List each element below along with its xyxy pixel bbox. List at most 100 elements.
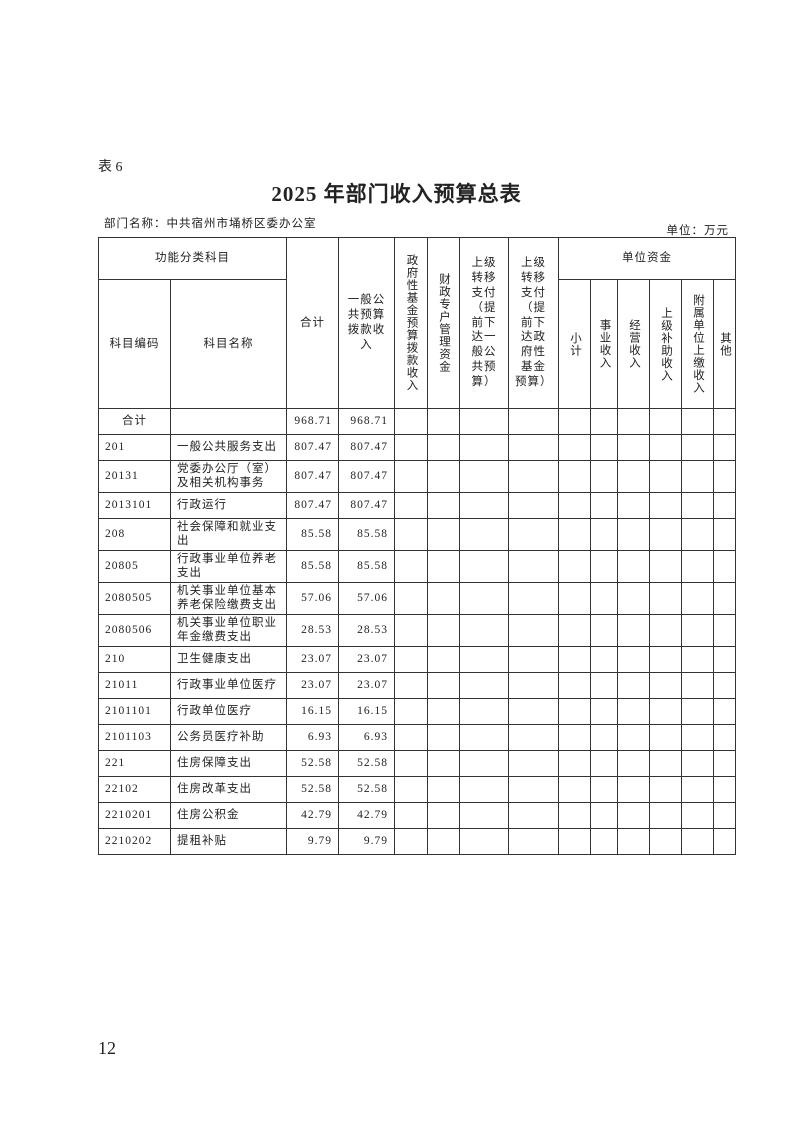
empty-cell — [394, 776, 428, 803]
header-total: 合计 — [286, 237, 339, 409]
empty-cell — [590, 614, 618, 647]
empty-cell — [681, 828, 714, 855]
row-total: 85.58 — [286, 550, 339, 583]
empty-cell — [590, 750, 618, 777]
empty-cell — [713, 582, 736, 615]
empty-cell — [427, 614, 460, 647]
empty-cell — [508, 550, 559, 583]
row-total: 807.47 — [286, 434, 339, 461]
empty-cell — [427, 646, 460, 673]
empty-cell — [617, 460, 650, 493]
row-total: 23.07 — [286, 672, 339, 699]
empty-cell — [649, 672, 682, 699]
header-business: 事业收入 — [590, 279, 618, 409]
empty-cell — [459, 492, 509, 519]
row-general: 968.71 — [338, 408, 395, 435]
row-code: 2210201 — [98, 802, 171, 829]
row-code: 20131 — [98, 460, 171, 493]
empty-cell — [558, 776, 591, 803]
empty-cell — [508, 582, 559, 615]
empty-cell — [590, 550, 618, 583]
empty-cell — [427, 518, 460, 551]
empty-cell — [713, 828, 736, 855]
header-superior-subsidy: 上级补助收入 — [649, 279, 682, 409]
empty-cell — [558, 828, 591, 855]
empty-cell — [459, 698, 509, 725]
empty-cell — [558, 646, 591, 673]
row-name — [170, 408, 287, 435]
table-row: 21011 行政事业单位医疗 23.07 23.07 — [98, 672, 736, 699]
row-code: 21011 — [98, 672, 171, 699]
empty-cell — [681, 518, 714, 551]
row-code: 221 — [98, 750, 171, 777]
empty-cell — [394, 434, 428, 461]
row-general: 807.47 — [338, 434, 395, 461]
row-general: 85.58 — [338, 518, 395, 551]
empty-cell — [508, 408, 559, 435]
empty-cell — [617, 698, 650, 725]
table-row: 20131 党委办公厅（室）及相关机构事务 807.47 807.47 — [98, 460, 736, 493]
empty-cell — [713, 492, 736, 519]
empty-cell — [394, 698, 428, 725]
empty-cell — [394, 582, 428, 615]
header-name: 科目名称 — [170, 279, 287, 409]
empty-cell — [459, 434, 509, 461]
empty-cell — [459, 646, 509, 673]
empty-cell — [558, 434, 591, 461]
table-row: 20805 行政事业单位养老支出 85.58 85.58 — [98, 550, 736, 583]
empty-cell — [617, 518, 650, 551]
empty-cell — [427, 828, 460, 855]
header-fiscal-special: 财政专户管理资金 — [427, 237, 460, 409]
row-general: 23.07 — [338, 672, 395, 699]
empty-cell — [590, 672, 618, 699]
empty-cell — [713, 802, 736, 829]
row-total: 23.07 — [286, 646, 339, 673]
table-row: 22102 住房改革支出 52.58 52.58 — [98, 776, 736, 803]
empty-cell — [649, 750, 682, 777]
row-name: 行政单位医疗 — [170, 698, 287, 725]
empty-cell — [394, 828, 428, 855]
empty-cell — [394, 672, 428, 699]
empty-cell — [427, 492, 460, 519]
empty-cell — [713, 724, 736, 751]
empty-cell — [681, 582, 714, 615]
empty-cell — [681, 750, 714, 777]
row-code: 2101103 — [98, 724, 171, 751]
empty-cell — [649, 492, 682, 519]
empty-cell — [508, 828, 559, 855]
empty-cell — [649, 550, 682, 583]
table-row: 2080505 机关事业单位基本养老保险缴费支出 57.06 57.06 — [98, 582, 736, 615]
header-transfer-general: 上级转移支付（提前下达一般公共预算） — [459, 237, 509, 409]
empty-cell — [558, 582, 591, 615]
table-row: 208 社会保障和就业支出 85.58 85.58 — [98, 518, 736, 551]
empty-cell — [681, 646, 714, 673]
header-transfer-fund: 上级转移支付（提前下达政府性基金预算） — [508, 237, 559, 409]
empty-cell — [617, 408, 650, 435]
header-affiliated: 附属单位上缴收入 — [681, 279, 714, 409]
empty-cell — [558, 672, 591, 699]
empty-cell — [508, 614, 559, 647]
empty-cell — [394, 646, 428, 673]
empty-cell — [713, 698, 736, 725]
empty-cell — [427, 724, 460, 751]
empty-cell — [508, 698, 559, 725]
empty-cell — [617, 672, 650, 699]
row-total: 52.58 — [286, 750, 339, 777]
empty-cell — [713, 614, 736, 647]
empty-cell — [590, 492, 618, 519]
empty-cell — [459, 550, 509, 583]
row-total: 9.79 — [286, 828, 339, 855]
empty-cell — [713, 518, 736, 551]
empty-cell — [508, 460, 559, 493]
empty-cell — [558, 550, 591, 583]
header-func-class: 功能分类科目 — [98, 237, 287, 280]
empty-cell — [394, 492, 428, 519]
empty-cell — [649, 582, 682, 615]
empty-cell — [558, 614, 591, 647]
empty-cell — [590, 698, 618, 725]
table-row: 2210202 提租补贴 9.79 9.79 — [98, 828, 736, 855]
empty-cell — [427, 408, 460, 435]
table-row: 221 住房保障支出 52.58 52.58 — [98, 750, 736, 777]
empty-cell — [649, 460, 682, 493]
empty-cell — [617, 776, 650, 803]
